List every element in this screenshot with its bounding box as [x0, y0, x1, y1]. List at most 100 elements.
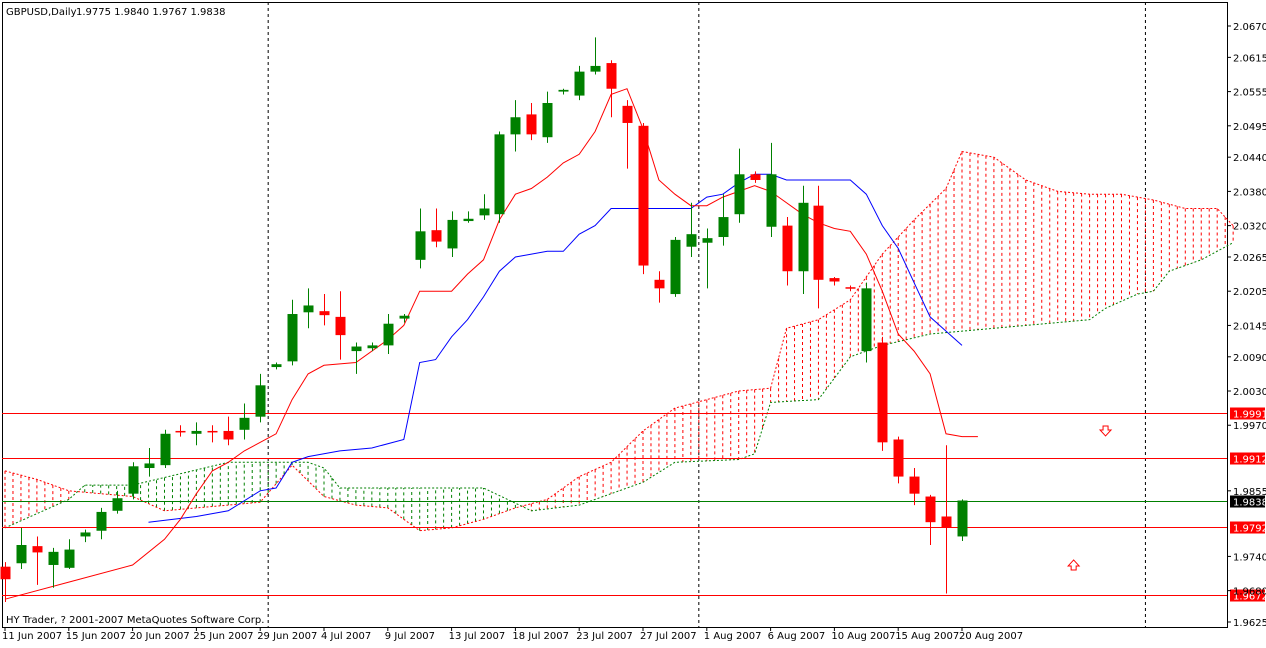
- candle-body: [686, 234, 697, 247]
- candle-body: [829, 278, 840, 282]
- candle-body: [96, 511, 107, 531]
- level-price-box: [1230, 589, 1265, 602]
- y-tick-label: 2.0090: [1233, 353, 1266, 364]
- y-tick-label: 2.0495: [1233, 122, 1266, 133]
- level-price-box: [1230, 521, 1265, 534]
- candle-body: [861, 288, 872, 352]
- current-price-label: 1.9838: [1233, 498, 1266, 509]
- candle-body: [909, 476, 920, 494]
- y-tick-label: 2.0265: [1233, 253, 1266, 264]
- level-price-label: 1.9792: [1233, 524, 1266, 535]
- candle-body: [558, 89, 569, 92]
- candle-body: [574, 71, 585, 96]
- y-tick-label: 1.9625: [1233, 618, 1266, 629]
- x-tick-label: 23 Jul 2007: [576, 631, 633, 642]
- x-tick-label: 6 Aug 2007: [768, 631, 826, 642]
- tenkan-sen-line: [4, 88, 978, 600]
- arrow-down-icon: [1098, 425, 1113, 437]
- candle-body: [845, 287, 856, 289]
- candle-body: [48, 551, 59, 565]
- x-tick-label: 20 Aug 2007: [959, 631, 1023, 642]
- candle-body: [335, 316, 346, 336]
- arrows: [1067, 425, 1113, 571]
- x-tick-label: 10 Aug 2007: [831, 631, 895, 642]
- candle-body: [32, 546, 43, 553]
- x-tick-label: 13 Jul 2007: [449, 631, 506, 642]
- candle-body: [447, 219, 458, 249]
- arrow-up-icon: [1067, 559, 1081, 571]
- y-axis: 2.0670 2.0615 2.0555 2.0495 2.0440 2.0380 2.03…: [1227, 22, 1266, 629]
- x-tick-label: 4 Jul 2007: [321, 631, 371, 642]
- candle-body: [638, 125, 649, 266]
- candle-body: [351, 346, 362, 352]
- candle-body: [223, 430, 234, 440]
- level-price-label: 1.9912: [1233, 455, 1266, 466]
- x-tick-label: 9 Jul 2007: [385, 631, 435, 642]
- candle-body: [494, 134, 505, 215]
- current-price-box: [1230, 495, 1265, 508]
- candle-body: [287, 314, 298, 362]
- candle-body: [766, 174, 777, 227]
- x-tick-label: 29 Jun 2007: [257, 631, 317, 642]
- candle-body: [207, 430, 218, 433]
- candle-body: [383, 323, 394, 346]
- candle-body: [239, 417, 250, 430]
- candle-body: [479, 208, 490, 216]
- plot-frame: [2, 2, 1228, 628]
- y-tick-label: 2.0145: [1233, 321, 1266, 332]
- candle-body: [431, 230, 442, 242]
- copyright-label: HY Trader, ? 2001-2007 MetaQuotes Softwa…: [6, 615, 264, 626]
- level-price-box: [1230, 407, 1265, 420]
- y-tick-label: 2.0615: [1233, 53, 1266, 64]
- candle-body: [622, 105, 633, 123]
- x-tick-label: 1 Aug 2007: [704, 631, 762, 642]
- y-tick-label: 1.9740: [1233, 552, 1266, 563]
- candle-body: [271, 364, 282, 368]
- candle-body: [367, 345, 378, 349]
- candle-body: [941, 516, 952, 528]
- level-price-box: [1230, 452, 1265, 465]
- candle-body: [526, 114, 537, 135]
- y-tick-label: 2.0555: [1233, 88, 1266, 99]
- x-axis: 11 Jun 2007 15 Jun 2007 20 Jun 2007 25 Jun …: [2, 627, 1023, 642]
- candle-body: [175, 430, 186, 433]
- x-tick-label: 15 Jun 2007: [66, 631, 126, 642]
- candle-body: [750, 174, 761, 180]
- candle-body: [255, 385, 266, 417]
- candle-body: [399, 315, 410, 319]
- candle-body: [718, 217, 729, 238]
- candle-body: [144, 463, 155, 469]
- candle-body: [813, 205, 824, 280]
- y-tick-label: 1.9680: [1233, 587, 1266, 598]
- candle-body: [112, 498, 123, 511]
- candle-body: [80, 532, 91, 537]
- y-tick-label: 2.0380: [1233, 187, 1266, 198]
- candle-body: [782, 225, 793, 272]
- y-tick-label: 2.0030: [1233, 387, 1266, 398]
- y-tick-label: 2.0440: [1233, 153, 1266, 164]
- candle-body: [957, 500, 968, 537]
- candle-body: [16, 545, 27, 564]
- candle-body: [191, 430, 202, 434]
- x-tick-label: 15 Aug 2007: [895, 631, 959, 642]
- candle-body: [606, 63, 617, 89]
- candle-body: [925, 496, 936, 523]
- kijun-sen-line: [148, 173, 963, 523]
- candle-body: [542, 102, 553, 138]
- candle-body: [798, 202, 809, 272]
- ohlc-label: 1.9775 1.9840 1.9767 1.9838: [76, 7, 226, 18]
- period-separators: [267, 2, 1146, 627]
- senkou-span-b: [4, 242, 1234, 529]
- horizontal-levels: 1.9991 1.9912 1.9792 1.9672 1.9838: [2, 407, 1266, 603]
- candle-body: [654, 279, 665, 289]
- x-tick-label: 11 Jun 2007: [2, 631, 62, 642]
- candle-body: [893, 439, 904, 477]
- y-tick-label: 1.9855: [1233, 487, 1266, 498]
- candle-body: [64, 549, 75, 568]
- candle-body: [670, 239, 681, 295]
- candle-body: [877, 342, 888, 443]
- senkou-span-a: [4, 150, 1234, 532]
- x-tick-label: 25 Jun 2007: [193, 631, 253, 642]
